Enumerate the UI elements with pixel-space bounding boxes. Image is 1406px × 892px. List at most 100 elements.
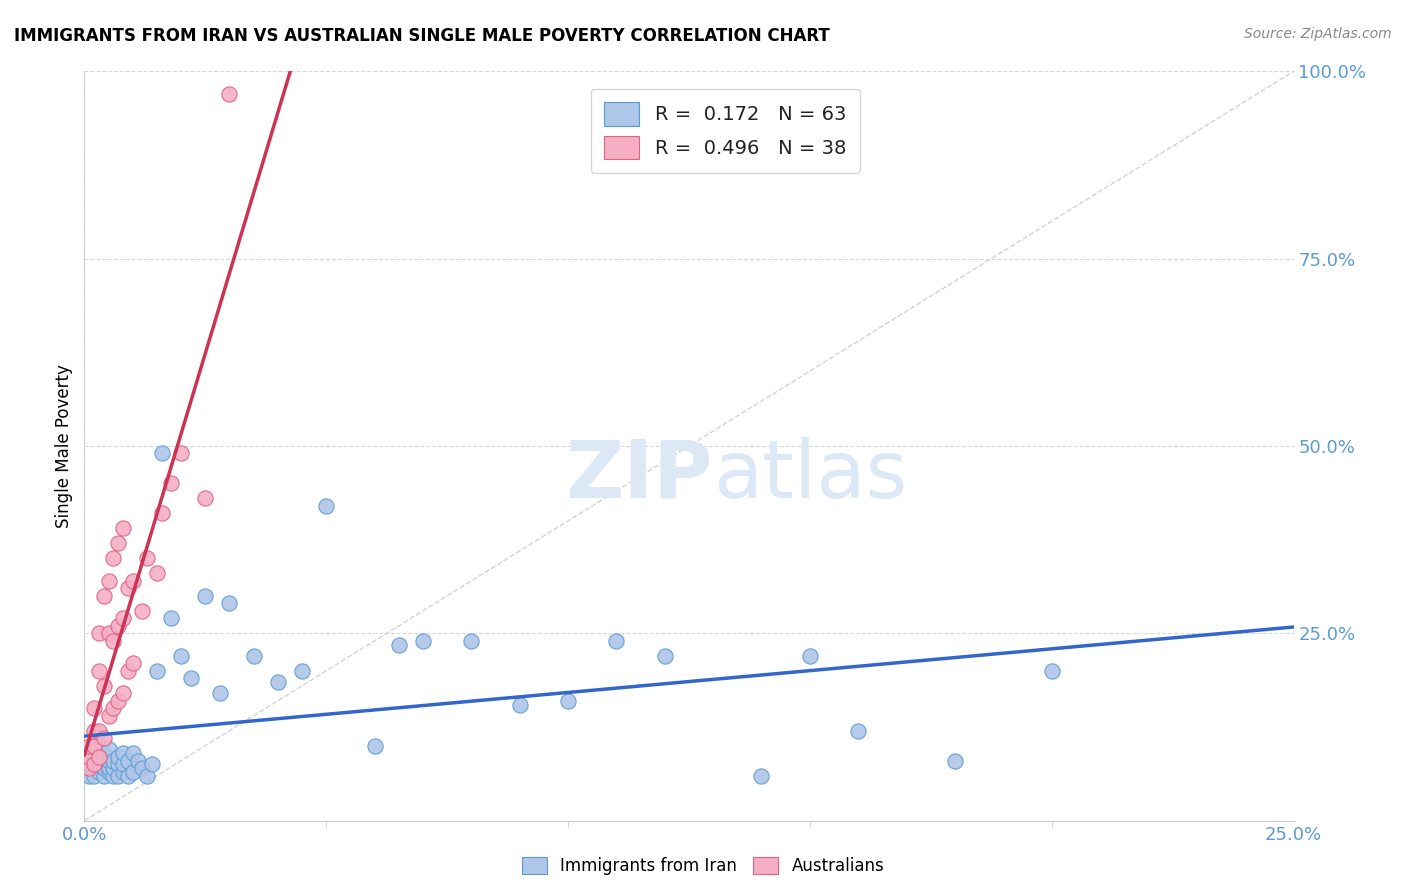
Point [146,664,169,678]
Point [103,701,125,715]
Point [83,746,105,760]
Point [87,742,110,756]
Point [267,675,290,690]
Point [87,750,110,764]
Point [605,633,627,648]
Point [107,750,129,764]
Point [242,648,264,663]
Point [943,754,966,768]
Point [136,769,159,783]
Point [131,604,153,618]
Point [150,507,173,521]
Y-axis label: Single Male Poverty: Single Male Poverty [55,364,73,528]
Point [180,671,202,685]
Point [83,754,105,768]
Point [83,739,105,753]
Point [117,769,139,783]
Point [121,746,143,760]
Point [103,761,125,775]
Point [121,574,143,588]
Point [77,746,100,760]
Point [141,757,163,772]
Point [112,521,135,535]
Point [127,754,149,768]
Text: IMMIGRANTS FROM IRAN VS AUSTRALIAN SINGLE MALE POVERTY CORRELATION CHART: IMMIGRANTS FROM IRAN VS AUSTRALIAN SINGL… [14,27,830,45]
Point [103,551,125,566]
Point [87,664,110,678]
Point [87,723,110,738]
Point [83,739,105,753]
Point [83,723,105,738]
Text: atlas: atlas [713,437,907,515]
Point [97,754,120,768]
Point [117,664,139,678]
Point [77,754,100,768]
Point [131,761,153,775]
Point [97,764,120,779]
Point [121,764,143,779]
Point [160,611,183,625]
Point [121,657,143,671]
Point [112,611,135,625]
Point [87,739,110,753]
Point [509,698,531,712]
Text: Source: ZipAtlas.com: Source: ZipAtlas.com [1244,27,1392,41]
Point [93,746,115,760]
Point [87,764,110,779]
Point [97,574,120,588]
Point [291,664,314,678]
Point [97,626,120,640]
Point [160,476,183,491]
Point [103,754,125,768]
Point [460,633,482,648]
Point [83,757,105,772]
Point [87,754,110,768]
Legend: Immigrants from Iran, Australians: Immigrants from Iran, Australians [513,849,893,884]
Point [97,708,120,723]
Point [363,739,385,753]
Text: ZIP: ZIP [565,437,713,515]
Point [103,769,125,783]
Point [218,87,240,101]
Point [751,769,773,783]
Point [150,446,173,460]
Point [194,589,217,603]
Point [170,648,193,663]
Point [107,757,129,772]
Point [112,764,135,779]
Point [87,626,110,640]
Point [117,582,139,596]
Point [388,638,411,652]
Point [107,536,129,550]
Point [83,761,105,775]
Point [93,769,115,783]
Point [93,679,115,693]
Point [194,491,217,506]
Point [77,739,100,753]
Point [97,742,120,756]
Point [412,633,434,648]
Point [208,686,231,700]
Point [83,701,105,715]
Legend: R =  0.172   N = 63, R =  0.496   N = 38: R = 0.172 N = 63, R = 0.496 N = 38 [591,88,860,173]
Point [1040,664,1063,678]
Point [112,746,135,760]
Point [93,754,115,768]
Point [93,589,115,603]
Point [846,723,869,738]
Point [77,769,100,783]
Point [93,761,115,775]
Point [83,769,105,783]
Point [315,499,337,513]
Point [218,596,240,610]
Point [107,619,129,633]
Point [107,769,129,783]
Point [77,750,100,764]
Point [97,761,120,775]
Point [107,694,129,708]
Point [117,754,139,768]
Point [799,648,821,663]
Point [77,761,100,775]
Point [112,757,135,772]
Point [557,694,579,708]
